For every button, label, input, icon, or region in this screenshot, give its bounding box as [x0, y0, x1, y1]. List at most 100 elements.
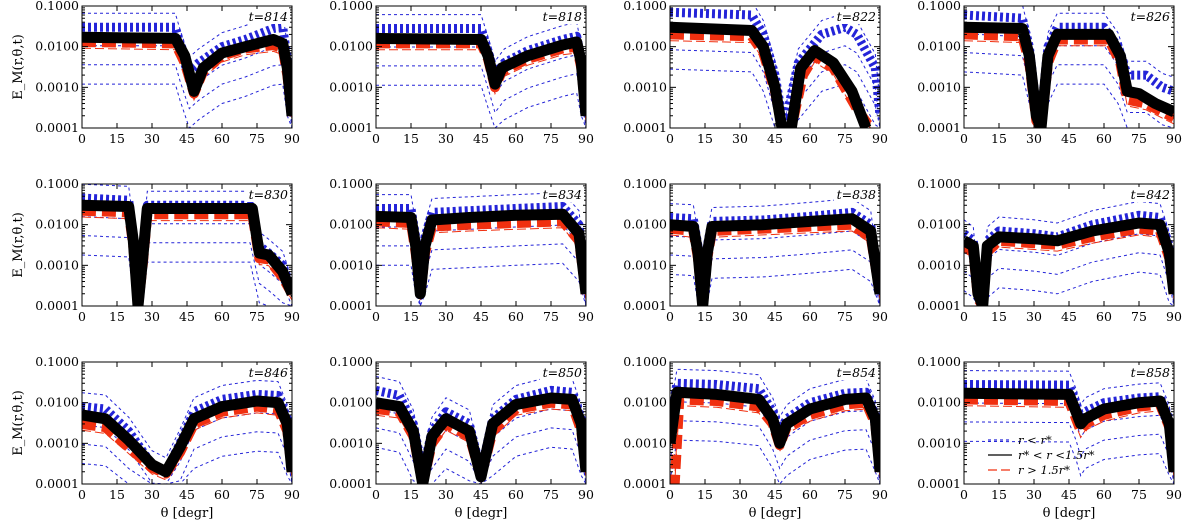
x-tick-label: 15: [991, 309, 1007, 324]
x-tick-label: 30: [144, 487, 160, 502]
panel-time-label: t=826: [1131, 9, 1170, 24]
plot-area: [964, 370, 1174, 484]
x-tick-label: 45: [179, 309, 195, 324]
y-tick-label: 0.0001: [623, 298, 667, 313]
x-tick-label: 75: [1131, 131, 1147, 146]
middle-series-band: [82, 395, 292, 478]
x-tick-label: 0: [666, 487, 674, 502]
x-tick-label: 0: [78, 131, 86, 146]
x-tick-label: 45: [767, 309, 783, 324]
panel-label-bg: [540, 187, 584, 202]
panel-label-bg: [540, 365, 584, 380]
plot-area: [964, 200, 1174, 306]
y-tick-label: 0.1000: [917, 0, 961, 13]
plot-area: [82, 12, 292, 128]
y-tick-label: 0.1000: [35, 0, 79, 13]
x-tick-label: 30: [438, 487, 454, 502]
inner-family-line: [964, 71, 1174, 128]
x-tick-label: 15: [403, 131, 419, 146]
x-tick-label: 75: [249, 131, 265, 146]
panel-5: 0 15 30 45 60 75 90 0.0001 0.0010 0.0100 0.1000 t=8…: [11, 176, 300, 324]
y-tick-label: 0.0001: [917, 476, 961, 491]
x-tick-label: 0: [666, 309, 674, 324]
x-tick-label: 0: [78, 309, 86, 324]
panel-1: 0 15 30 45 60 75 90 0.0001 0.0010 0.0100 0.1000 t=8…: [11, 0, 300, 146]
y-tick-label: 0.0100: [917, 217, 961, 232]
y-tick-label: 0.0001: [35, 298, 79, 313]
x-tick-label: 0: [372, 309, 380, 324]
panel-time-label: t=842: [1131, 187, 1170, 202]
x-tick-label: 15: [697, 309, 713, 324]
x-tick-label: 15: [109, 309, 125, 324]
inner-family-line: [376, 446, 586, 484]
plot-area: [376, 14, 586, 128]
panel-time-label: t=838: [837, 187, 876, 202]
panel-time-label: t=834: [543, 187, 582, 202]
middle-series-band: [376, 392, 586, 484]
y-tick-label: 0.0010: [623, 79, 667, 94]
x-tick-label: 30: [144, 131, 160, 146]
panel-4: 0 15 30 45 60 75 90 0.0001 0.0010 0.0100 0.1000 t=8…: [917, 0, 1182, 146]
legend-label-middle: r* < r <1.5r*: [1018, 448, 1095, 462]
x-tick-label: 60: [1096, 309, 1112, 324]
y-tick-label: 0.0100: [35, 217, 79, 232]
x-axis-title: θ [degr]: [161, 506, 214, 521]
x-tick-label: 30: [1026, 487, 1042, 502]
y-axis-title: E_M(r,θ,t): [11, 212, 26, 278]
panel-11: 0 15 30 45 60 75 90 0.0001 0.0010 0.0100 0.1000 t=8…: [623, 354, 888, 521]
y-tick-label: 0.0100: [623, 39, 667, 54]
x-tick-label: 45: [767, 131, 783, 146]
x-tick-label: 45: [179, 487, 195, 502]
y-tick-label: 0.1000: [329, 176, 373, 191]
panel-frame: [375, 183, 587, 307]
x-tick-label: 75: [249, 487, 265, 502]
x-tick-label: 60: [214, 487, 230, 502]
x-tick-label: 0: [960, 309, 968, 324]
inner-family-line: [82, 379, 292, 459]
inner-family-line: [670, 197, 880, 293]
plot-area: [376, 375, 586, 484]
x-tick-label: 90: [872, 309, 888, 324]
y-tick-label: 0.1000: [35, 354, 79, 369]
x-tick-label: 60: [508, 309, 524, 324]
panel-label-bg: [834, 365, 878, 380]
y-axis-title: E_M(r,θ,t): [11, 390, 26, 456]
y-tick-label: 0.0100: [623, 395, 667, 410]
x-tick-label: 90: [1166, 487, 1182, 502]
outer-series-band: [376, 216, 586, 299]
inner-family-line: [376, 65, 586, 128]
inner-family-line: [376, 243, 586, 306]
middle-series-band: [82, 199, 292, 306]
x-tick-label: 45: [1061, 487, 1077, 502]
x-tick-label: 30: [732, 487, 748, 502]
x-tick-label: 15: [403, 309, 419, 324]
y-tick-label: 0.0010: [623, 435, 667, 450]
panel-label-bg: [1128, 9, 1172, 24]
plot-area: [964, 6, 1174, 128]
panel-label-bg: [246, 187, 290, 202]
x-tick-label: 45: [767, 487, 783, 502]
x-tick-label: 30: [732, 309, 748, 324]
x-tick-label: 90: [284, 487, 300, 502]
y-tick-label: 0.1000: [329, 354, 373, 369]
inner-family-line: [964, 271, 1174, 306]
panel-3: 0 15 30 45 60 75 90 0.0001 0.0010 0.0100 0.1000 t=8…: [623, 0, 888, 146]
inner-series-band: [82, 389, 292, 477]
y-tick-label: 0.0100: [329, 217, 373, 232]
x-tick-label: 90: [578, 487, 594, 502]
x-tick-label: 30: [732, 131, 748, 146]
panel-7: 0 15 30 45 60 75 90 0.0001 0.0010 0.0100 0.1000 t=8…: [623, 176, 888, 324]
outer-series-band: [964, 29, 1174, 128]
x-tick-label: 60: [802, 131, 818, 146]
inner-family-line: [82, 235, 292, 306]
x-tick-label: 45: [473, 131, 489, 146]
panel-time-label: t=858: [1131, 365, 1170, 380]
y-tick-label: 0.1000: [623, 176, 667, 191]
panel-label-bg: [246, 9, 290, 24]
x-tick-label: 75: [249, 309, 265, 324]
inner-family-line: [670, 439, 880, 484]
inner-family-line: [1022, 6, 1174, 104]
x-tick-label: 0: [372, 131, 380, 146]
inner-family-line: [964, 421, 1174, 484]
